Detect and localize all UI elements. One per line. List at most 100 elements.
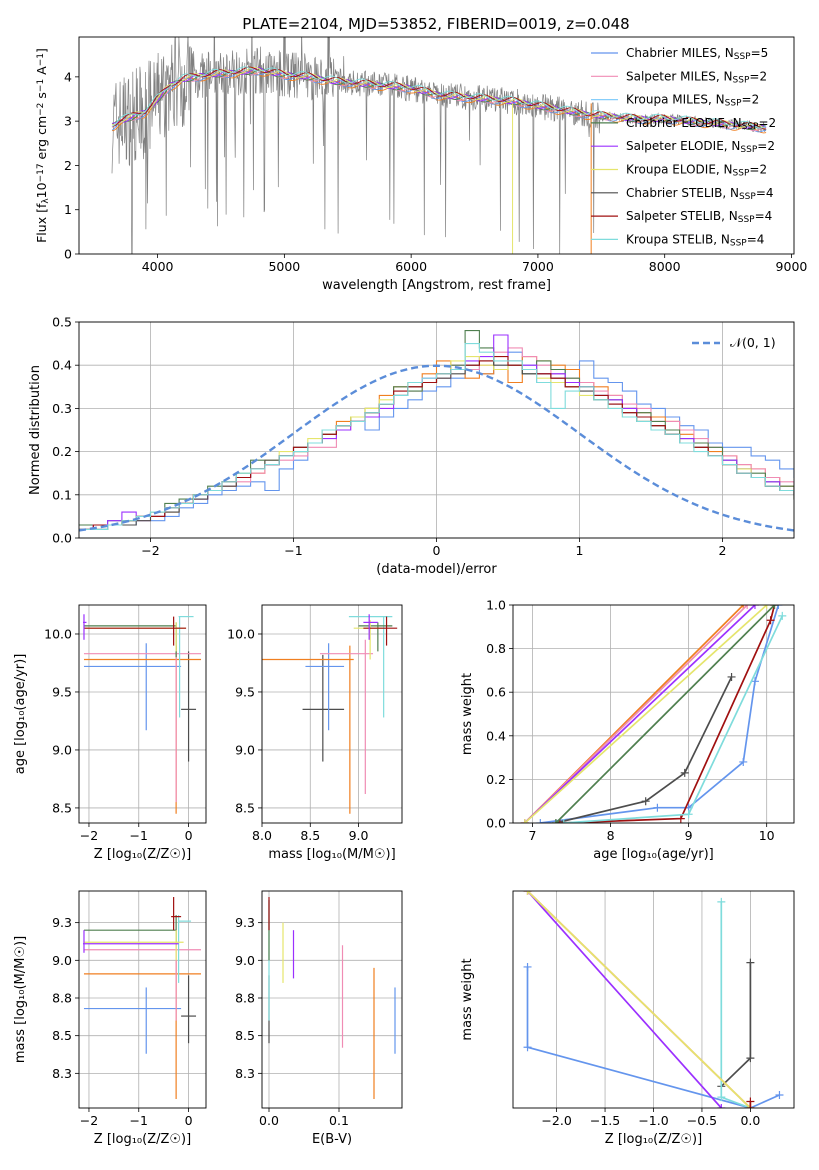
x-tick-label: −2	[80, 828, 98, 843]
normal-curve	[79, 364, 794, 532]
y-tick-label: 0.1	[52, 487, 72, 502]
legend-sub: SSP	[738, 215, 755, 225]
weight-marker	[739, 757, 748, 766]
errorbar-point	[83, 622, 187, 652]
weight-series	[555, 605, 776, 823]
y-tick-label: 9.0	[52, 742, 72, 757]
y-tick-label: 8.8	[52, 990, 72, 1005]
weight-marker	[727, 672, 736, 681]
weight-marker	[746, 1097, 755, 1106]
legend-name: Salpeter STELIB, N	[626, 209, 738, 223]
legend-suffix: =2	[758, 116, 776, 130]
x-tick-label: −2.0	[541, 1113, 571, 1128]
y-axis-label: mass weight	[460, 673, 475, 755]
x-tick-label: 4000	[142, 259, 174, 274]
errorbar-point	[178, 615, 194, 718]
weight-marker	[551, 819, 560, 823]
y-tick-label: 0.0	[52, 531, 72, 546]
legend-sub: SSP	[730, 239, 747, 249]
weight-marker	[746, 1054, 755, 1063]
y-tick-label: 0.2	[52, 444, 72, 459]
errorbar-point	[319, 639, 374, 795]
errorbar-point	[363, 616, 398, 646]
y-axis-label-part: −2	[36, 103, 46, 116]
x-tick-label: 0.0	[259, 1113, 279, 1128]
y-axis-label-part: −1	[36, 53, 46, 66]
errorbar-point	[83, 987, 182, 1054]
weight-marker	[680, 768, 689, 777]
legend-name: Salpeter MILES, N	[626, 69, 733, 83]
y-axis-label-part: A	[34, 66, 49, 79]
y-tick-label: 9.5	[52, 684, 72, 699]
weight-series	[524, 605, 756, 823]
weight-series	[526, 891, 751, 1108]
weight-marker	[684, 810, 693, 819]
y-tick-label: 0.4	[52, 358, 72, 373]
weight-marker	[775, 1090, 784, 1099]
legend-name: Chabrier STELIB, N	[626, 186, 739, 200]
weight-marker	[536, 819, 545, 823]
y-tick-label: 3	[64, 114, 72, 129]
weight-marker	[774, 605, 783, 609]
age_vs_Z-axes: −2 −1 0 8.5 9.0 9.5 10.0 Z [log₁₀(Z/Z☉)] age [lo…	[13, 605, 206, 862]
x-tick-label: 9000	[776, 259, 808, 274]
y-axis-label-part: s	[34, 92, 49, 103]
model-spectrum	[111, 70, 767, 133]
x-tick-label: 2	[719, 543, 727, 558]
legend-label: Salpeter ELODIE, NSSP=2	[626, 139, 775, 155]
y-tick-label: 10.0	[44, 626, 72, 641]
errorbar-point	[262, 645, 354, 814]
weight-marker	[653, 803, 662, 812]
mass_weight_vs_Z-axes: −2.0 −1.5 −1.0 −0.5 0.0 Z [log₁₀(Z/Z☉)] mass w…	[460, 891, 760, 1147]
x-axis-label: age [log₁₀(age/yr)]	[593, 847, 714, 862]
x-tick-label: 8000	[649, 259, 681, 274]
weight-marker	[523, 1043, 532, 1052]
y-axis-label-part: −17	[36, 163, 46, 182]
errorbar-point	[83, 960, 202, 1099]
model-spectrum	[111, 66, 767, 130]
legend-label: 𝒩(0, 1)	[730, 335, 776, 350]
weight-marker	[762, 605, 771, 609]
weight-marker	[676, 814, 685, 823]
x-tick-label: 8.5	[300, 828, 320, 843]
legend-suffix: =4	[747, 232, 765, 246]
weight-series	[720, 962, 752, 1087]
legend-suffix: =2	[749, 69, 767, 83]
axes-frame	[78, 890, 207, 1109]
legend-sub: SSP	[739, 192, 756, 202]
y-axis-label: Normed distribution	[28, 365, 43, 495]
weight-marker	[559, 819, 568, 823]
axes-frame	[261, 890, 403, 1109]
axes-frame	[512, 890, 795, 1109]
x-axis-label: E(B-V)	[312, 1132, 352, 1147]
legend-name: Chabrier ELODIE, N	[626, 116, 742, 130]
y-axis-label: mass weight	[460, 958, 475, 1040]
figure-title: PLATE=2104, MJD=53852, FIBERID=0019, z=0…	[242, 15, 629, 33]
legend-suffix: =4	[756, 186, 774, 200]
y-tick-label: 8.5	[235, 1028, 255, 1043]
x-tick-label: 0	[185, 1113, 193, 1128]
y-tick-label: 9.0	[52, 953, 72, 968]
x-tick-label: 8.0	[252, 828, 272, 843]
errorbar-point	[305, 643, 345, 731]
legend-label: Kroupa MILES, NSSP=2	[626, 93, 759, 109]
weight-marker	[555, 819, 564, 823]
y-tick-label: 8.8	[235, 990, 255, 1005]
weight-marker	[717, 1093, 726, 1102]
x-tick-label: −1	[130, 828, 148, 843]
y-axis-label-part: ]	[34, 48, 49, 53]
spectrum-axes: 4000 5000 6000 7000 8000 9000 0 1 2 3 4 wavelength …	[34, 48, 807, 293]
errorbar-point	[83, 645, 202, 803]
histogram-series	[79, 330, 794, 526]
axes-frame	[261, 604, 403, 824]
errorbar-point	[83, 643, 182, 731]
y-tick-label: 0.8	[486, 641, 506, 656]
mass_vs_ebv-axes: 0.0 0.1 8.3 8.5 8.8 9.0 9.3 E(B-V)	[235, 891, 402, 1147]
legend-name: Salpeter ELODIE, N	[626, 139, 740, 153]
weight-marker	[750, 605, 759, 609]
y-tick-label: 9.3	[235, 915, 255, 930]
age_vs_mass-axes: 8.0 8.5 9.0 8.5 9.0 9.5 10.0 mass [log₁₀(M/M☉)]	[227, 605, 402, 862]
y-tick-label: 8.5	[52, 1028, 72, 1043]
legend-label: Kroupa STELIB, NSSP=4	[626, 232, 764, 248]
y-tick-label: 9.0	[235, 742, 255, 757]
